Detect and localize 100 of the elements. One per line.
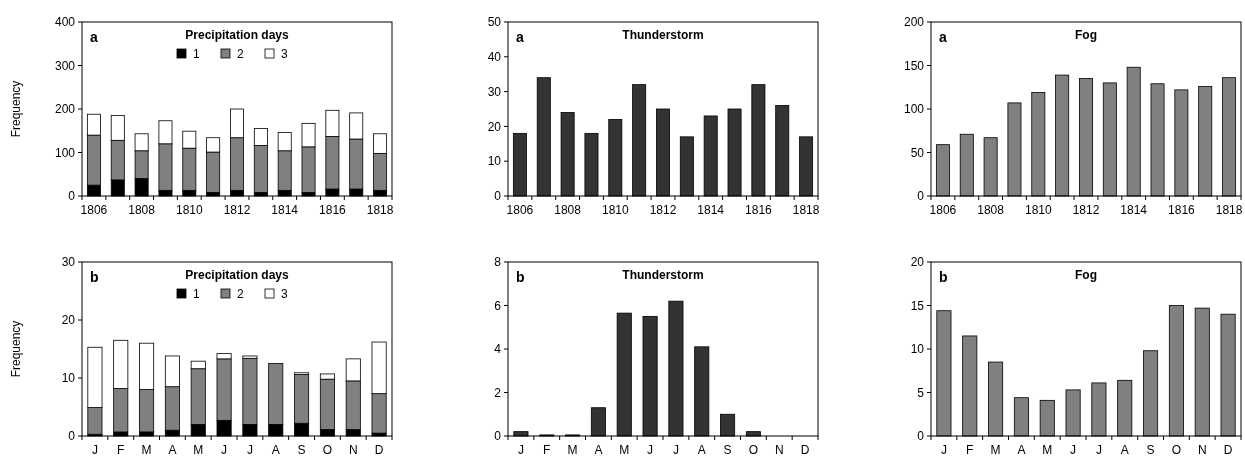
legend-label: 1	[193, 287, 200, 301]
x-tick-label: F	[966, 443, 974, 457]
annotation: b	[516, 269, 525, 285]
y-tick-label: 0	[917, 429, 925, 444]
x-tick-label: 1812	[223, 203, 251, 217]
x-tick-label: M	[141, 443, 152, 457]
y-tick-label: 300	[54, 58, 76, 73]
x-tick-label: F	[543, 443, 551, 457]
x-tick-label: 1816	[319, 203, 347, 217]
x-tick-label: M	[1042, 443, 1053, 457]
legend-label: 3	[281, 287, 288, 301]
x-tick-label: 1814	[271, 203, 299, 217]
y-tick-label: 50	[487, 15, 502, 30]
x-tick-label: 1816	[1168, 203, 1196, 217]
x-tick-label: 1812	[649, 203, 677, 217]
y-axis-title: Frequency	[9, 80, 23, 138]
x-tick-label: A	[1120, 443, 1129, 457]
x-tick-label: 1818	[1215, 203, 1243, 217]
x-tick-label: J	[1070, 443, 1077, 457]
x-tick-label: 1810	[175, 203, 203, 217]
y-tick-label: 150	[903, 58, 925, 73]
x-tick-label: A	[168, 443, 177, 457]
y-tick-label: 4	[494, 342, 502, 357]
annotation: a	[516, 29, 524, 45]
x-tick-label: O	[322, 443, 333, 457]
x-tick-label: O	[1171, 443, 1182, 457]
x-tick-label: 1808	[977, 203, 1005, 217]
x-tick-label: 1806	[506, 203, 534, 217]
x-tick-label: 1816	[745, 203, 773, 217]
x-tick-label: N	[1197, 443, 1207, 457]
y-tick-label: 0	[917, 189, 925, 204]
y-tick-label: 30	[61, 255, 76, 270]
y-tick-label: 10	[910, 342, 925, 357]
text: Fog	[1075, 28, 1097, 42]
y-tick-label: 0	[494, 429, 502, 444]
x-tick-label: S	[1146, 443, 1155, 457]
y-tick-label: 200	[54, 102, 76, 117]
y-tick-label: 100	[54, 145, 76, 160]
y-tick-label: 20	[487, 119, 502, 134]
x-tick-label: 1814	[1120, 203, 1148, 217]
y-tick-label: 6	[494, 298, 502, 313]
x-tick-label: S	[723, 443, 732, 457]
x-tick-label: A	[697, 443, 706, 457]
x-tick-label: 1814	[697, 203, 725, 217]
y-tick-label: 30	[487, 84, 502, 99]
y-tick-label: 100	[903, 102, 925, 117]
y-tick-label: 10	[487, 154, 502, 169]
x-tick-label: O	[748, 443, 759, 457]
y-tick-label: 10	[61, 371, 76, 386]
text: Thunderstorm	[622, 268, 704, 282]
legend-label: 3	[281, 47, 288, 61]
y-axis-title: Frequency	[9, 320, 23, 378]
text: Thunderstorm	[622, 28, 704, 42]
x-tick-label: J	[221, 443, 228, 457]
y-tick-label: 15	[910, 298, 925, 313]
x-tick-label: A	[1017, 443, 1026, 457]
annotation: a	[939, 29, 947, 45]
y-tick-label: 5	[917, 385, 925, 400]
y-tick-label: 20	[61, 313, 76, 328]
x-tick-label: D	[800, 443, 810, 457]
x-tick-label: M	[619, 443, 630, 457]
x-tick-label: 1808	[128, 203, 156, 217]
x-tick-label: M	[990, 443, 1001, 457]
annotation: b	[90, 269, 99, 285]
x-tick-label: D	[374, 443, 384, 457]
text: Precipitation days	[185, 268, 289, 282]
y-tick-label: 40	[487, 50, 502, 64]
x-tick-label: D	[1223, 443, 1233, 457]
x-tick-label: J	[647, 443, 654, 457]
x-tick-label: M	[567, 443, 578, 457]
x-tick-label: S	[297, 443, 306, 457]
y-tick-label: 0	[68, 189, 76, 204]
y-tick-label: 20	[910, 255, 925, 270]
x-tick-label: 1810	[601, 203, 629, 217]
annotation: a	[90, 29, 98, 45]
y-tick-label: 0	[68, 429, 76, 444]
x-tick-label: J	[1095, 443, 1102, 457]
x-tick-label: A	[271, 443, 280, 457]
x-tick-label: J	[91, 443, 98, 457]
x-tick-label: J	[246, 443, 253, 457]
legend-label: 1	[193, 47, 200, 61]
x-tick-label: 1810	[1024, 203, 1052, 217]
x-tick-label: 1812	[1072, 203, 1100, 217]
y-tick-label: 200	[903, 15, 925, 30]
x-tick-label: N	[348, 443, 358, 457]
x-tick-label: J	[517, 443, 524, 457]
x-tick-label: 1806	[80, 203, 108, 217]
annotation: b	[939, 269, 948, 285]
y-tick-label: 50	[910, 145, 925, 160]
x-tick-label: 1818	[792, 203, 820, 217]
text: Fog	[1075, 268, 1097, 282]
x-tick-label: J	[940, 443, 947, 457]
x-tick-label: 1818	[366, 203, 394, 217]
x-tick-label: N	[774, 443, 784, 457]
x-tick-label: A	[594, 443, 603, 457]
x-tick-label: 1808	[554, 203, 582, 217]
legend-label: 2	[237, 47, 244, 61]
y-tick-label: 2	[494, 385, 502, 400]
y-tick-label: 8	[494, 255, 502, 270]
text: Precipitation days	[185, 28, 289, 42]
